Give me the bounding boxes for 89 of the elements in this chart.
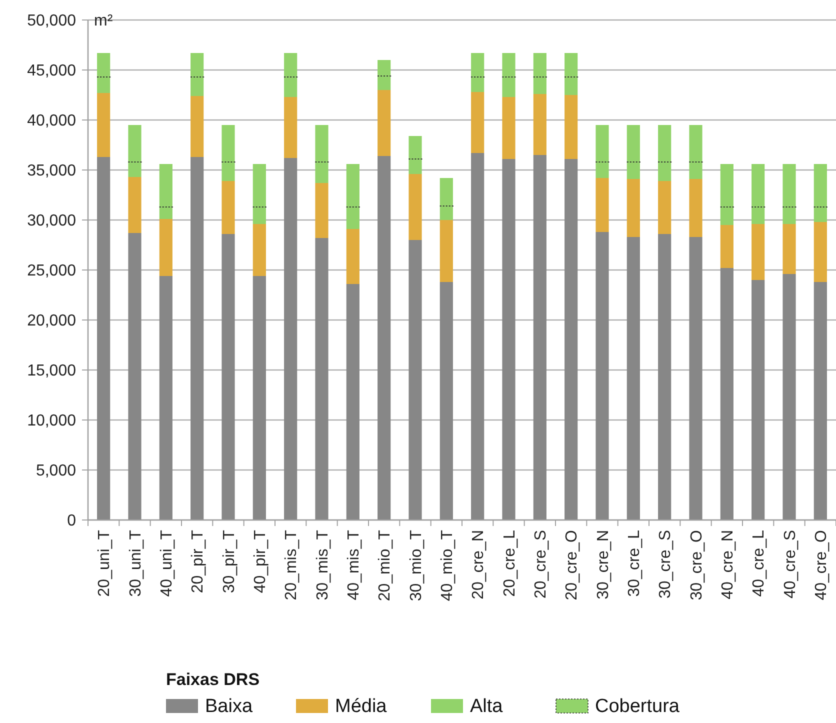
legend-title: Faixas DRS — [166, 670, 260, 689]
bar — [222, 181, 235, 234]
x-tick-label: 20_cre_L — [501, 530, 518, 597]
x-tick-label: 40_cre_L — [750, 530, 768, 597]
x-tick-label: 30_cre_S — [657, 530, 674, 598]
bar — [564, 159, 578, 520]
bar — [128, 177, 142, 233]
bar — [252, 276, 266, 520]
bar — [752, 224, 765, 280]
bar — [284, 158, 298, 520]
bar — [252, 224, 266, 276]
x-tick-label: 20_cre_N — [470, 530, 488, 600]
bar — [315, 183, 328, 238]
bar — [315, 238, 328, 520]
bar — [128, 233, 142, 520]
y-tick-label: 50,000 — [27, 12, 76, 30]
x-tick-label: 40_uni_T — [158, 530, 176, 597]
bar — [658, 181, 672, 234]
bar — [502, 97, 516, 159]
x-tick-label: 20_cre_O — [564, 530, 581, 600]
bar — [440, 220, 453, 282]
bar — [752, 280, 765, 520]
y-tick-label: 35,000 — [27, 162, 76, 180]
bar — [626, 179, 640, 237]
y-tick-label: 30,000 — [27, 212, 76, 230]
x-tick-label: 20_cre_S — [532, 530, 550, 598]
bar — [533, 155, 546, 520]
bar — [190, 96, 204, 157]
x-tick-label: 30_mio_T — [408, 530, 425, 602]
y-tick-label: 40,000 — [27, 112, 76, 130]
y-tick-label: 10,000 — [27, 412, 76, 430]
bar — [408, 240, 422, 520]
bar — [689, 179, 702, 237]
bar — [408, 174, 422, 240]
bar — [440, 282, 453, 520]
bar — [190, 157, 204, 520]
bar — [626, 237, 640, 520]
bar — [814, 222, 827, 282]
x-tick-label: 40_pir_T — [252, 530, 270, 594]
y-tick-label: 45,000 — [27, 62, 76, 80]
bar — [689, 237, 702, 520]
y-tick-label: 25,000 — [27, 262, 76, 280]
bar — [97, 93, 110, 157]
x-tick-label: 30_cre_O — [688, 530, 706, 600]
bar — [596, 178, 609, 232]
bar — [346, 229, 360, 284]
legend-label: Média — [335, 696, 388, 717]
legend-label: Cobertura — [595, 696, 680, 717]
bar — [222, 234, 235, 520]
bar — [159, 219, 172, 276]
bar — [346, 284, 360, 520]
bar — [159, 276, 172, 520]
x-tick-label: 20_uni_T — [96, 530, 114, 597]
bar — [564, 95, 578, 159]
bar — [378, 156, 391, 520]
bar — [596, 232, 609, 520]
x-tick-label: 30_pir_T — [220, 530, 238, 594]
legend-label: Alta — [470, 696, 504, 717]
x-tick-label: 20_pir_T — [190, 530, 207, 594]
x-tick-label: 30_cre_L — [626, 530, 644, 597]
bar — [782, 274, 796, 520]
legend-label: Baixa — [205, 696, 253, 717]
x-tick-label: 40_cre_S — [782, 530, 799, 598]
bar — [378, 90, 391, 156]
x-tick-label: 20_mis_T — [283, 530, 300, 600]
y-tick-label: 15,000 — [27, 362, 76, 380]
x-tick-label: 30_mis_T — [314, 530, 332, 600]
bar — [284, 97, 298, 158]
x-tick-label: 40_mis_T — [346, 530, 363, 600]
y-tick-label: 5,000 — [36, 462, 76, 480]
bar — [471, 92, 484, 153]
x-tick-label: 30_cre_N — [594, 530, 612, 600]
bar — [814, 282, 827, 520]
x-tick-label: 40_cre_N — [720, 530, 737, 600]
x-tick-label: 40_cre_O — [813, 530, 830, 600]
bar — [658, 234, 672, 520]
x-tick-label: 40_mio_T — [439, 530, 456, 602]
x-tick-label: 20_mio_T — [376, 530, 394, 602]
y-tick-label: 20,000 — [27, 312, 76, 330]
x-tick-label: 30_uni_T — [127, 530, 144, 597]
bar — [471, 153, 484, 520]
bar — [533, 94, 546, 155]
bar — [720, 268, 734, 520]
bar — [502, 159, 516, 520]
bar — [782, 224, 796, 274]
y-axis-title: m² — [94, 12, 114, 30]
bar — [97, 157, 110, 520]
bar — [720, 225, 734, 268]
y-tick-label: 0 — [67, 512, 76, 530]
